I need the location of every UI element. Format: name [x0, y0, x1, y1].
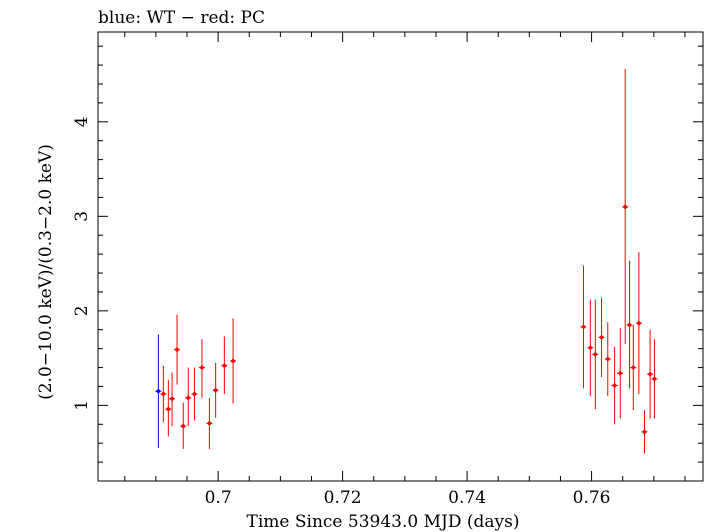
series-0 — [155, 334, 162, 448]
data-point — [592, 351, 598, 357]
data-marks — [155, 68, 658, 454]
data-point — [191, 391, 198, 397]
data-point — [598, 334, 605, 340]
data-point — [622, 204, 628, 210]
data-point — [169, 396, 175, 402]
plot-frame — [97, 31, 704, 482]
data-point — [641, 429, 648, 435]
data-point — [612, 382, 618, 389]
data-point — [165, 406, 171, 412]
x-axis-label: Time Since 53943.0 MJD (days) — [247, 512, 520, 532]
data-point — [617, 370, 623, 376]
y-axis-ticks: 1 2 3 4 — [72, 45, 703, 482]
data-point — [180, 423, 186, 429]
x-tick-label: 0.76 — [573, 488, 611, 508]
data-point — [199, 364, 205, 371]
data-point — [155, 388, 161, 394]
data-point — [230, 358, 236, 364]
data-point — [160, 391, 166, 397]
x-tick-label: 0.7 — [205, 488, 232, 508]
x-tick-label: 0.74 — [448, 488, 486, 508]
data-point — [587, 345, 593, 351]
y-tick-label: 2 — [72, 305, 92, 316]
data-point — [221, 363, 227, 369]
data-point — [580, 324, 587, 330]
data-point — [626, 322, 633, 328]
y-axis-label: (2.0−10.0 keV)/(0.3−2.0 keV) — [36, 144, 56, 400]
x-axis-ticks: 0.7 0.72 0.74 0.76 — [124, 32, 686, 508]
data-point — [651, 376, 658, 382]
y-tick-label: 3 — [72, 211, 92, 222]
y-tick-label: 1 — [72, 400, 92, 411]
data-point — [636, 320, 642, 326]
data-point — [213, 387, 219, 393]
plot-axes — [97, 31, 704, 482]
y-tick-label: 4 — [72, 116, 92, 127]
x-tick-label: 0.72 — [324, 488, 362, 508]
data-point — [605, 356, 611, 362]
data-point — [174, 347, 180, 353]
data-point — [185, 395, 191, 401]
chart-title: blue: WT − red: PC — [98, 8, 265, 28]
data-point — [647, 371, 653, 377]
series-1 — [160, 68, 658, 454]
data-point — [206, 420, 213, 426]
data-point — [630, 364, 636, 371]
